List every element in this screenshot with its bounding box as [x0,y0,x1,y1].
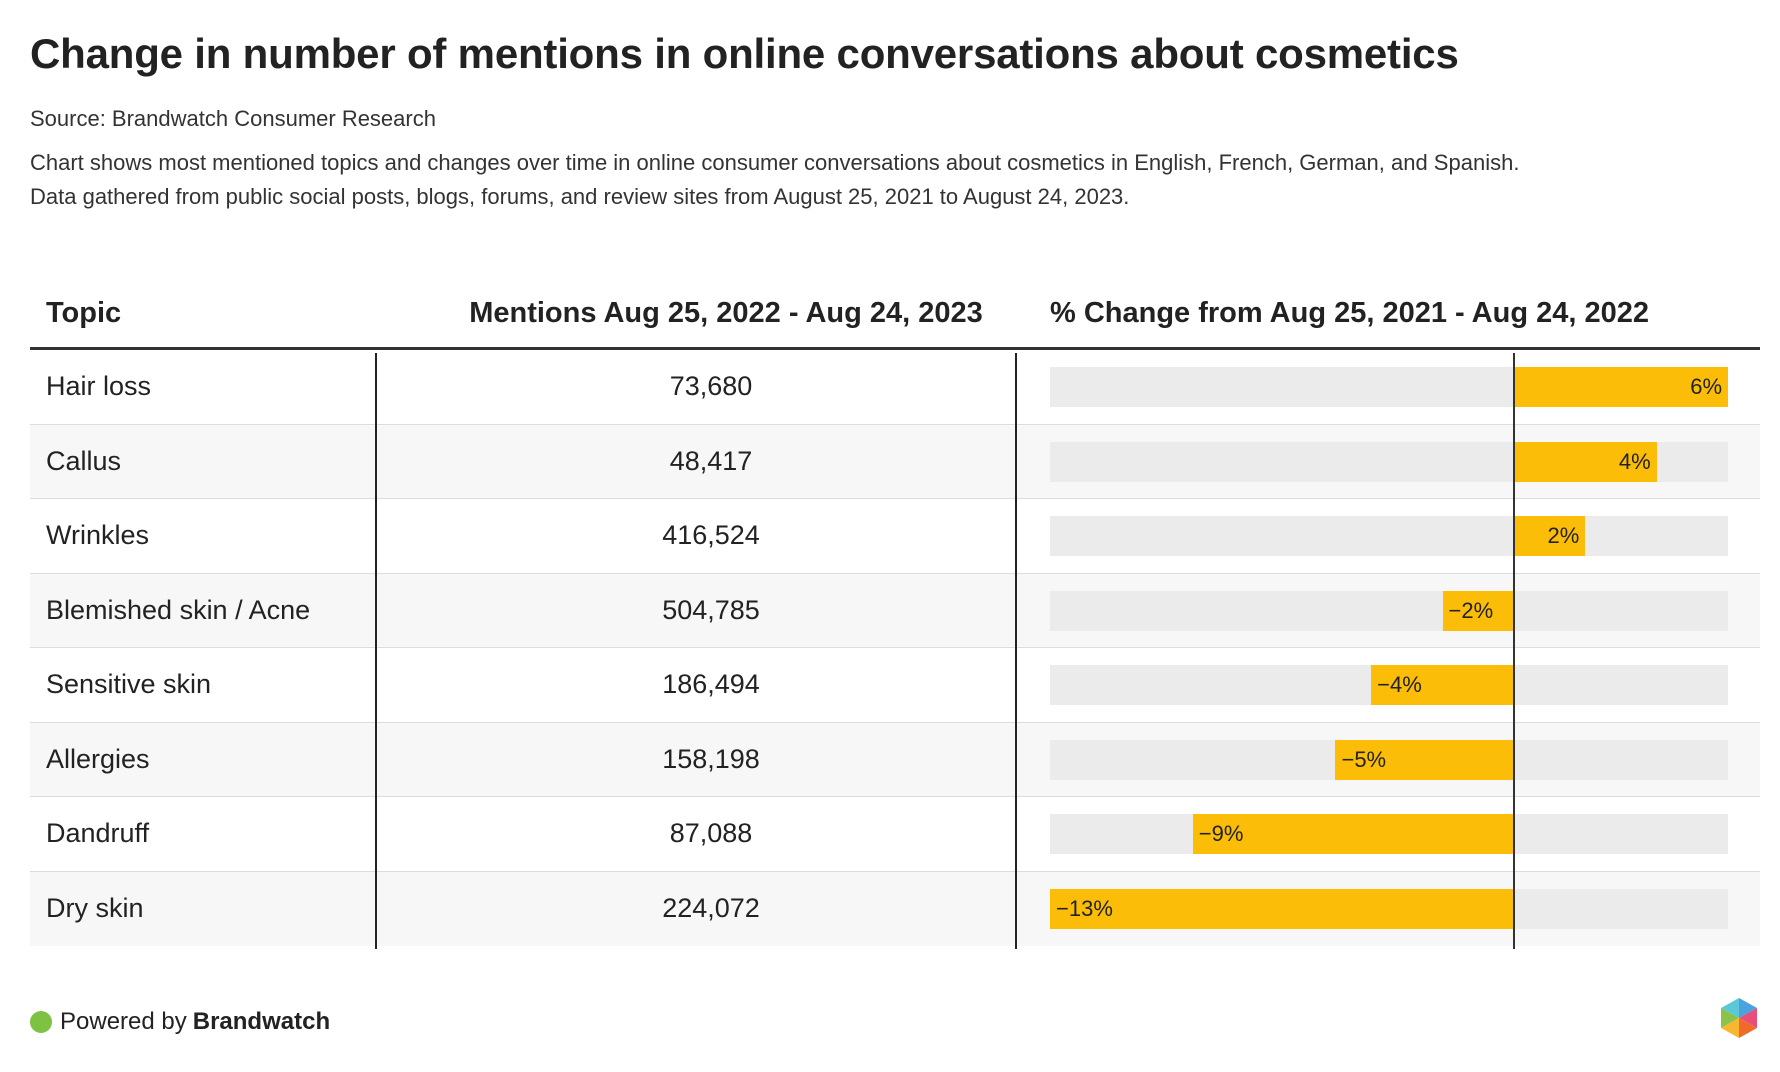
table-row: Dandruff 87,088 −9% [30,797,1760,872]
description-line-1: Chart shows most mentioned topics and ch… [30,150,1520,175]
zero-line [1512,353,1515,949]
table-header: Topic Mentions Aug 25, 2022 - Aug 24, 20… [30,280,1760,350]
bar-track: 6% [1050,367,1728,407]
table-row: Allergies 158,198 −5% [30,722,1760,797]
topic-cell: Dry skin [46,893,144,924]
change-bar [1513,516,1586,556]
topic-cell: Hair loss [46,371,152,402]
table-row: Blemished skin / Acne 504,785 −2% [30,573,1760,648]
bar-track: −9% [1050,814,1728,854]
brand-dot-icon [30,1011,52,1033]
table-row: Hair loss 73,680 6% [30,350,1760,425]
bar-track: −13% [1050,888,1728,929]
table-row: Dry skin 224,072 −13% [30,871,1760,946]
chart-description: Chart shows most mentioned topics and ch… [30,146,1750,214]
change-bar [1513,367,1728,407]
change-bar [1371,665,1514,705]
footer: Powered by Brandwatch [30,1008,330,1036]
change-label: 2% [1547,523,1580,548]
mentions-cell: 158,198 [662,743,760,774]
change-bar [1050,888,1514,929]
change-bar [1442,590,1514,631]
column-divider-1 [375,353,377,949]
change-label: −13% [1056,895,1113,921]
mentions-cell: 224,072 [662,893,760,924]
header-topic: Topic [46,297,122,329]
change-label: −4% [1377,672,1422,697]
table-row: Callus 48,417 4% [30,424,1760,499]
brand-name: Brandwatch [192,1008,331,1035]
bar-track: −5% [1050,739,1728,780]
topic-cell: Wrinkles [46,520,150,551]
table-row: Sensitive skin 186,494 −4% [30,648,1760,723]
chart-source: Source: Brandwatch Consumer Research [30,106,436,131]
mentions-cell: 87,088 [669,818,753,849]
change-label: −2% [1448,597,1494,623]
mentions-cell: 504,785 [662,594,760,625]
change-bar [1513,441,1657,482]
topic-cell: Sensitive skin [46,669,212,700]
column-divider-2 [1015,353,1017,949]
topic-cell: Allergies [46,743,150,774]
chart-title: Change in number of mentions in online c… [30,30,1459,77]
change-label: −5% [1341,746,1387,772]
change-bar [1335,739,1514,780]
bar-track: 4% [1050,441,1728,482]
topic-cell: Blemished skin / Acne [46,594,311,625]
topic-cell: Dandruff [46,818,150,849]
bar-track: −4% [1050,665,1728,705]
header-change: % Change from Aug 25, 2021 - Aug 24, 202… [1050,297,1649,329]
change-label: 4% [1618,448,1651,474]
bar-track: −2% [1050,590,1728,631]
mentions-cell: 416,524 [662,520,760,551]
brandwatch-logo-icon [1721,998,1757,1038]
mentions-cell: 73,680 [669,371,753,402]
table-row: Wrinkles 416,524 2% [30,499,1760,574]
data-table: Topic Mentions Aug 25, 2022 - Aug 24, 20… [30,280,1760,949]
mentions-cell: 48,417 [669,445,753,476]
table-body: Hair loss 73,680 6% Callus 48,417 4% Wrinkles 4… [30,350,1760,946]
topic-cell: Callus [46,445,122,476]
powered-by-text: Powered by [60,1008,187,1035]
header-mentions: Mentions Aug 25, 2022 - Aug 24, 2023 [469,297,983,329]
change-bar [1192,814,1514,854]
change-label: 6% [1690,374,1722,399]
bar-track: 2% [1050,516,1728,556]
change-label: −9% [1198,821,1244,846]
description-line-2: Data gathered from public social posts, … [30,184,1130,209]
mentions-cell: 186,494 [662,669,760,700]
